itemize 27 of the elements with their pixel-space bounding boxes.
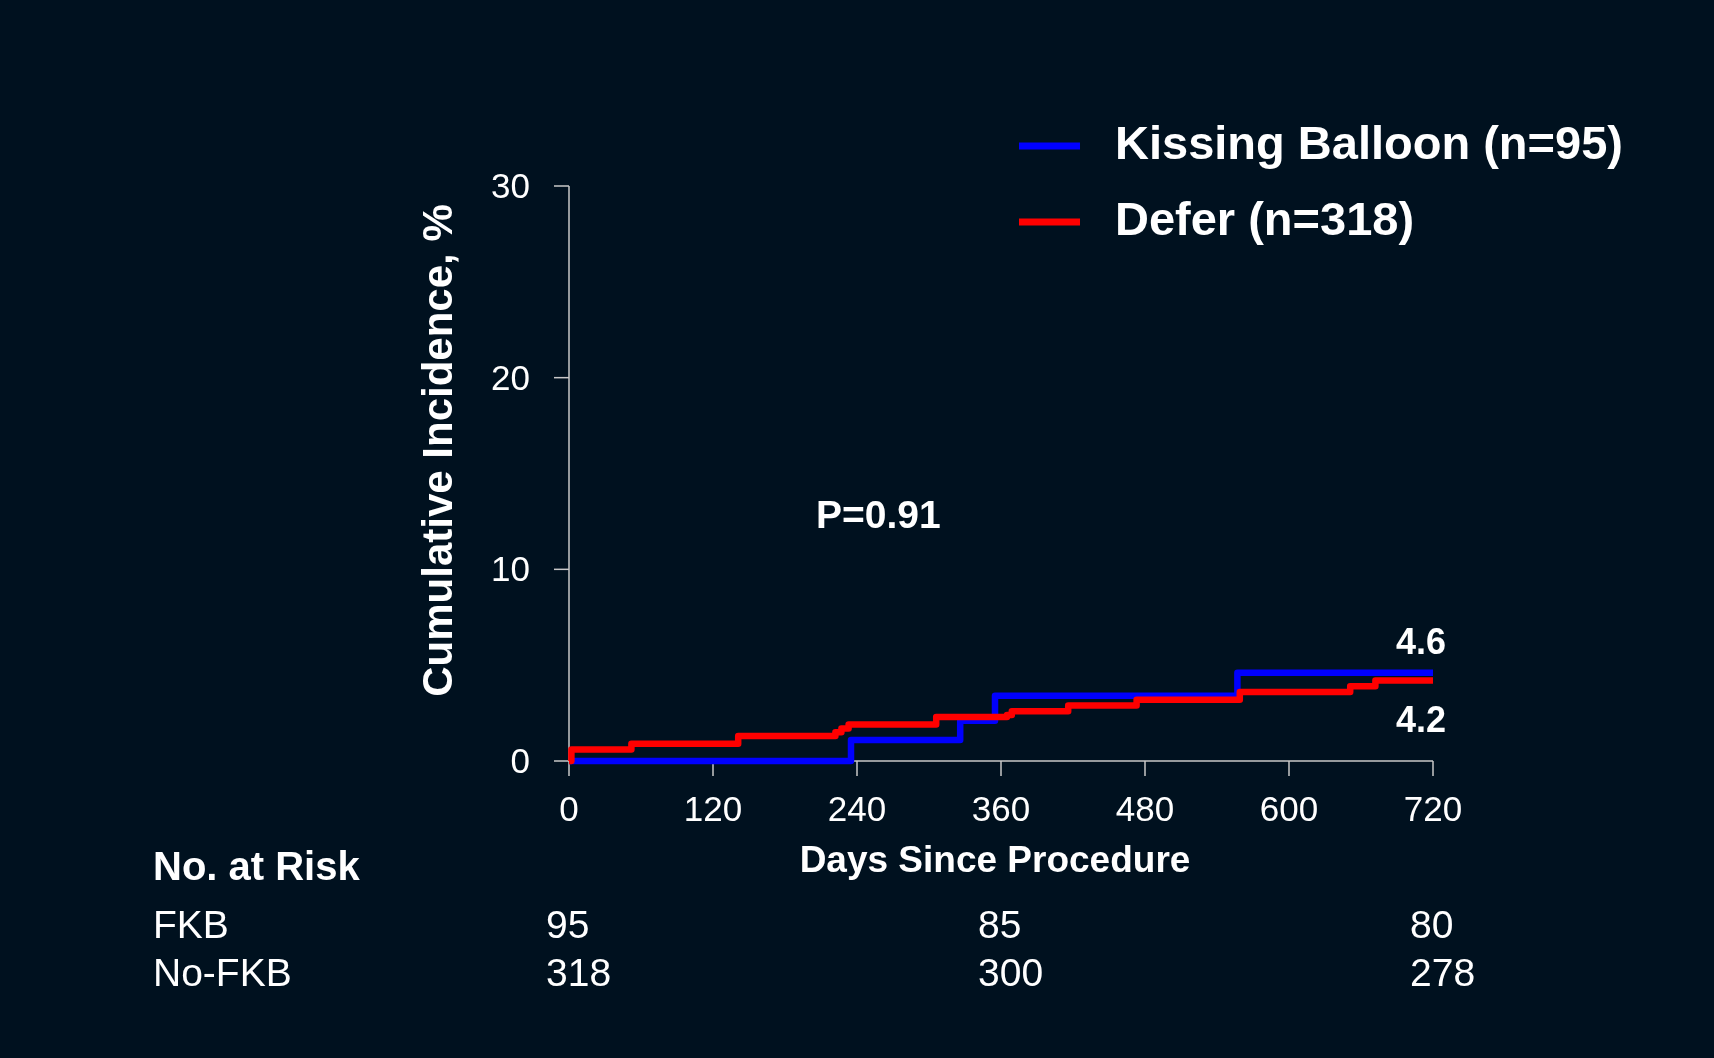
x-tick-label: 360: [971, 789, 1031, 828]
x-tick-label: 480: [1115, 789, 1175, 828]
y-axis-title: Cumulative Incidence, %: [414, 204, 461, 697]
x-tick-label: 600: [1259, 789, 1319, 828]
x-axis-title: Days Since Procedure: [799, 839, 1191, 880]
x-tick-label: 120: [683, 789, 743, 828]
x-tick-label: 240: [827, 789, 887, 828]
legend-label: Kissing Balloon (n=95): [1115, 116, 1623, 169]
text: 278: [1410, 951, 1476, 994]
text: FKB: [153, 903, 229, 946]
y-tick-label: 0: [510, 741, 530, 780]
x-tick-label: 720: [1403, 789, 1463, 828]
text: No-FKB: [153, 951, 292, 994]
y-tick-label: 10: [491, 549, 530, 589]
text: 95: [546, 903, 590, 946]
x-tick-label: 0: [559, 789, 579, 828]
data-label: 4.2: [1395, 698, 1447, 740]
y-tick-label: 30: [491, 166, 530, 205]
data-label: 4.6: [1395, 620, 1447, 662]
text: 318: [546, 951, 612, 994]
text: No. at Risk: [153, 844, 361, 888]
text: 80: [1410, 903, 1454, 946]
text: 300: [978, 951, 1044, 994]
annotation: P=0.91: [815, 492, 941, 536]
legend-label: Defer (n=318): [1115, 192, 1415, 245]
text: 85: [978, 903, 1022, 946]
y-tick-label: 20: [491, 357, 530, 397]
